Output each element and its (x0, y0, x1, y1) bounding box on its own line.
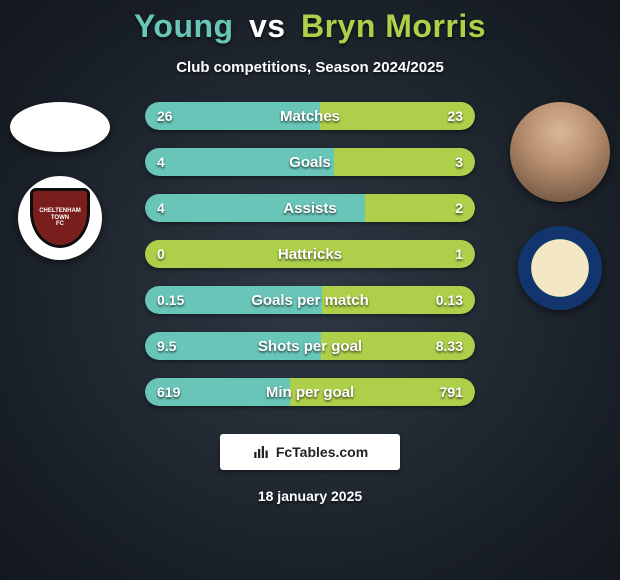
stat-label: Goals (145, 154, 475, 171)
stat-value-right: 8.33 (436, 338, 463, 354)
comparison-content: CHELTENHAMTOWNFC 26Matches23 4Goals3 4Assi… (0, 102, 620, 406)
stat-label: Shots per goal (145, 338, 475, 355)
stat-row: 26Matches23 (145, 102, 475, 130)
stat-value-right: 0.13 (436, 292, 463, 308)
player1-club-crest: CHELTENHAMTOWNFC (18, 176, 102, 260)
stat-value-right: 2 (455, 200, 463, 216)
player2-avatar (510, 102, 610, 202)
date-text: 18 january 2025 (0, 488, 620, 504)
stat-value-right: 1 (455, 246, 463, 262)
stat-row: 619Min per goal791 (145, 378, 475, 406)
stat-row: 4Assists2 (145, 194, 475, 222)
vs-text: vs (249, 8, 286, 44)
player2-club-crest (518, 226, 602, 310)
left-player-column: CHELTENHAMTOWNFC (10, 102, 110, 260)
stat-value-right: 791 (440, 384, 463, 400)
stat-label: Hattricks (145, 246, 475, 263)
right-player-column (510, 102, 610, 310)
player1-avatar (10, 102, 110, 152)
brand-badge[interactable]: FcTables.com (220, 434, 400, 470)
comparison-title: Young vs Bryn Morris (0, 0, 620, 45)
stat-row: 4Goals3 (145, 148, 475, 176)
subtitle: Club competitions, Season 2024/2025 (0, 59, 620, 76)
stat-row: 9.5Shots per goal8.33 (145, 332, 475, 360)
player1-name: Young (134, 8, 234, 44)
stat-label: Assists (145, 200, 475, 217)
player2-name: Bryn Morris (301, 8, 486, 44)
chart-icon (252, 443, 270, 461)
stat-row: 0.15Goals per match0.13 (145, 286, 475, 314)
stat-label: Goals per match (145, 292, 475, 309)
stat-bars-container: 26Matches23 4Goals3 4Assists2 0Hattricks1 0.… (145, 102, 475, 406)
stat-value-right: 23 (447, 108, 463, 124)
club-crest-inner: CHELTENHAMTOWNFC (30, 188, 90, 248)
stat-value-right: 3 (455, 154, 463, 170)
stat-label: Min per goal (145, 384, 475, 401)
stat-label: Matches (145, 108, 475, 125)
stat-row: 0Hattricks1 (145, 240, 475, 268)
brand-text: FcTables.com (276, 444, 368, 460)
